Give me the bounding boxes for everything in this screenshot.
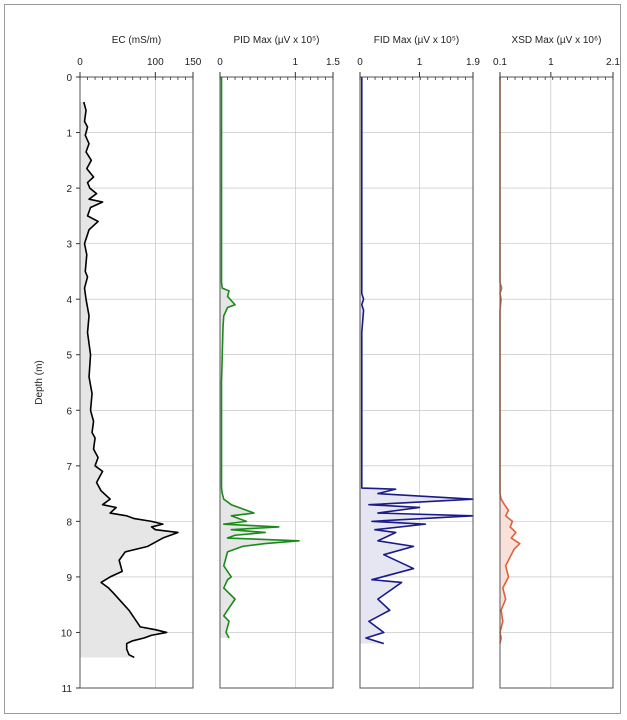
panel-title-4: XSD Max (µV x 10⁶) <box>512 35 602 46</box>
x-tick-label: 1 <box>548 57 554 68</box>
y-tick-label: 11 <box>62 684 73 695</box>
x-tick-label: 0.1 <box>493 57 507 68</box>
panel-title-2: PID Max (µV x 10⁵) <box>233 35 319 46</box>
plot-frame-4 <box>499 76 614 689</box>
y-tick-label: 4 <box>66 295 72 306</box>
x-tick-label: 0 <box>77 57 83 68</box>
series-line-3 <box>360 77 474 645</box>
x-tick-label: 1 <box>293 57 299 68</box>
y-axis-label: Depth (m) <box>34 360 45 404</box>
y-tick-label: 1 <box>66 129 72 140</box>
plot-frame-1 <box>79 76 194 689</box>
x-tick-label: 1 <box>417 57 423 68</box>
x-tick-label: 1.5 <box>326 57 340 68</box>
x-tick-label: 150 <box>185 57 202 68</box>
series-fill-2 <box>220 77 300 639</box>
y-tick-label: 5 <box>66 351 72 362</box>
y-tick-label: 6 <box>66 406 72 417</box>
panel-title-3: FID Max (µV x 10⁵) <box>374 35 459 46</box>
plot-frame-3 <box>359 76 474 689</box>
x-tick-label: 100 <box>147 57 164 68</box>
x-tick-label: 2.1 <box>606 57 620 68</box>
series-line-4 <box>499 77 521 644</box>
y-tick-label: 3 <box>66 240 72 251</box>
y-tick-label: 2 <box>66 184 72 195</box>
plot-frame-2 <box>219 76 334 689</box>
series-line-2 <box>220 77 300 639</box>
y-tick-label: 10 <box>61 628 73 639</box>
x-tick-label: 0 <box>217 57 223 68</box>
panel-title-1: EC (mS/m) <box>112 35 161 46</box>
series-fill-3 <box>360 77 473 644</box>
x-tick-label: 0 <box>357 57 363 68</box>
y-tick-label: 8 <box>66 517 72 528</box>
series-line-1 <box>82 101 179 659</box>
series-fill-1 <box>80 101 178 658</box>
y-tick-label: 0 <box>66 73 72 84</box>
y-tick-label: 9 <box>66 573 72 584</box>
x-tick-label: 1.9 <box>466 57 480 68</box>
y-tick-label: 7 <box>66 462 72 473</box>
series-fill-4 <box>500 77 520 644</box>
